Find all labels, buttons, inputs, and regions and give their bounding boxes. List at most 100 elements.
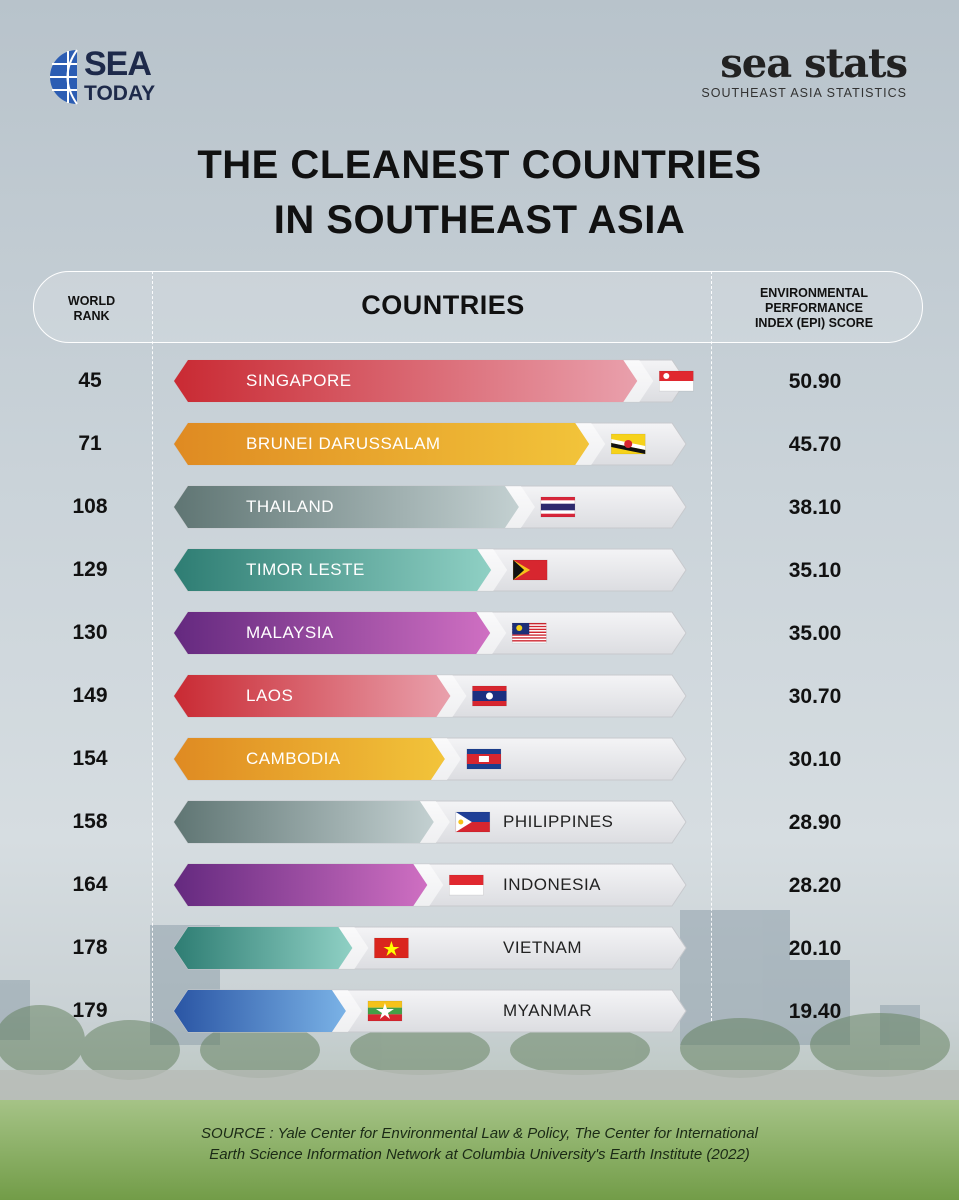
- country-label: SINGAPORE: [246, 371, 352, 390]
- source-line-2: Earth Science Information Network at Col…: [209, 1146, 750, 1163]
- bar-tip: [476, 612, 507, 654]
- brand-sea: SEA: [84, 45, 152, 83]
- bar: [174, 927, 353, 969]
- bar-tip: [338, 927, 369, 969]
- score-label: 38.10: [788, 496, 842, 519]
- country-label: PHILIPPINES: [503, 812, 614, 831]
- bar: [174, 675, 451, 717]
- bar: [174, 486, 519, 528]
- bar-row: [173, 989, 687, 1033]
- country-label: LAOS: [246, 686, 294, 705]
- bar-tip: [419, 801, 450, 843]
- country-label: CAMBODIA: [246, 749, 341, 768]
- bar-row: [173, 611, 687, 655]
- globe-icon: [50, 49, 78, 105]
- bar-row: [173, 422, 687, 466]
- bar-row: [173, 863, 687, 907]
- country-label: THAILAND: [246, 497, 335, 516]
- table-header: WORLD RANK COUNTRIES ENVIRONMENTAL PERFO…: [33, 271, 923, 343]
- country-label: INDONESIA: [503, 875, 602, 894]
- country-label: MYANMAR: [503, 1001, 593, 1020]
- bar: [174, 612, 491, 654]
- bar: [174, 360, 638, 402]
- flag-icon: [511, 622, 547, 644]
- bar: [174, 549, 492, 591]
- bar-tip: [504, 486, 535, 528]
- score-label: 35.10: [788, 559, 842, 582]
- bar-tip: [436, 675, 467, 717]
- title-line-1: THE CLEANEST COUNTRIES: [197, 143, 762, 187]
- flag-icon: [610, 433, 646, 455]
- flag-icon: [512, 559, 548, 581]
- flag-icon: [455, 811, 491, 833]
- rank-label: 158: [72, 810, 108, 833]
- rank-label: 129: [72, 558, 108, 581]
- bar: [174, 864, 428, 906]
- header-epi-line1: ENVIRONMENTAL: [759, 286, 869, 300]
- page-title: THE CLEANEST COUNTRIES IN SOUTHEAST ASIA: [0, 138, 959, 248]
- bar-row: [173, 359, 694, 403]
- bar-tip: [430, 738, 461, 780]
- rank-label: 154: [72, 747, 108, 770]
- brand-tagline: SOUTHEAST ASIA STATISTICS: [701, 86, 907, 100]
- score-label: 28.20: [788, 874, 842, 897]
- header-epi-line3: INDEX (EPI) SCORE: [754, 316, 874, 330]
- header-rank-line1: WORLD: [67, 294, 116, 308]
- score-label: 35.00: [788, 622, 842, 645]
- bar-row: [173, 485, 687, 529]
- bar-tip: [623, 360, 654, 402]
- bar-tip: [477, 549, 508, 591]
- sea-today-logo: SEA TODAY: [48, 45, 178, 110]
- score-label: 19.40: [788, 1000, 842, 1023]
- flag-icon: [659, 370, 694, 392]
- flag-icon: [374, 937, 409, 959]
- country-label: BRUNEI DARUSSALAM: [246, 434, 441, 453]
- title-line-2: IN SOUTHEAST ASIA: [273, 198, 686, 242]
- flag-icon: [540, 496, 576, 518]
- source-line-1: SOURCE : Yale Center for Environmental L…: [201, 1125, 758, 1142]
- country-label: TIMOR LESTE: [246, 560, 365, 579]
- rank-label: 179: [72, 999, 108, 1022]
- rank-label: 178: [72, 936, 108, 959]
- brand-sea-stats: sea stats: [720, 40, 908, 87]
- bar: [174, 990, 346, 1032]
- bar-tip: [331, 990, 362, 1032]
- rank-label: 130: [72, 621, 108, 644]
- rank-label: 164: [72, 873, 108, 896]
- rank-label: 108: [72, 495, 108, 518]
- header-world-rank: WORLD RANK: [34, 294, 149, 324]
- score-label: 50.90: [788, 370, 842, 393]
- column-divider-right: [711, 271, 712, 1021]
- bar-row: [173, 548, 687, 592]
- header-epi-score: ENVIRONMENTAL PERFORMANCE INDEX (EPI) SC…: [714, 286, 914, 331]
- rank-label: 45: [78, 369, 102, 392]
- score-label: 30.70: [788, 685, 842, 708]
- brand-today: TODAY: [84, 82, 156, 105]
- bar-row: [173, 674, 687, 718]
- bar-row: [173, 926, 687, 970]
- column-divider-left: [152, 271, 153, 1021]
- header-epi-line2: PERFORMANCE: [765, 301, 863, 315]
- header-rank-line2: RANK: [73, 309, 110, 323]
- country-label: VIETNAM: [503, 938, 583, 957]
- sea-stats-logo: sea stats SOUTHEAST ASIA STATISTICS: [687, 40, 908, 102]
- bar-row: [173, 800, 687, 844]
- bar: [174, 801, 434, 843]
- score-label: 20.10: [788, 937, 842, 960]
- country-label: MALAYSIA: [246, 623, 334, 642]
- rank-label: 71: [78, 432, 102, 455]
- score-label: 45.70: [788, 433, 842, 456]
- bar: [174, 423, 590, 465]
- flag-icon: [449, 874, 484, 896]
- bar-tip: [413, 864, 444, 906]
- score-label: 30.10: [788, 748, 842, 771]
- source-note: SOURCE : Yale Center for Environmental L…: [0, 1123, 959, 1165]
- bar: [174, 738, 445, 780]
- flag-icon: [367, 1000, 403, 1022]
- header-countries: COUNTRIES: [361, 290, 525, 320]
- score-label: 28.90: [788, 811, 842, 834]
- bar-tip: [575, 423, 606, 465]
- flag-icon: [466, 748, 502, 770]
